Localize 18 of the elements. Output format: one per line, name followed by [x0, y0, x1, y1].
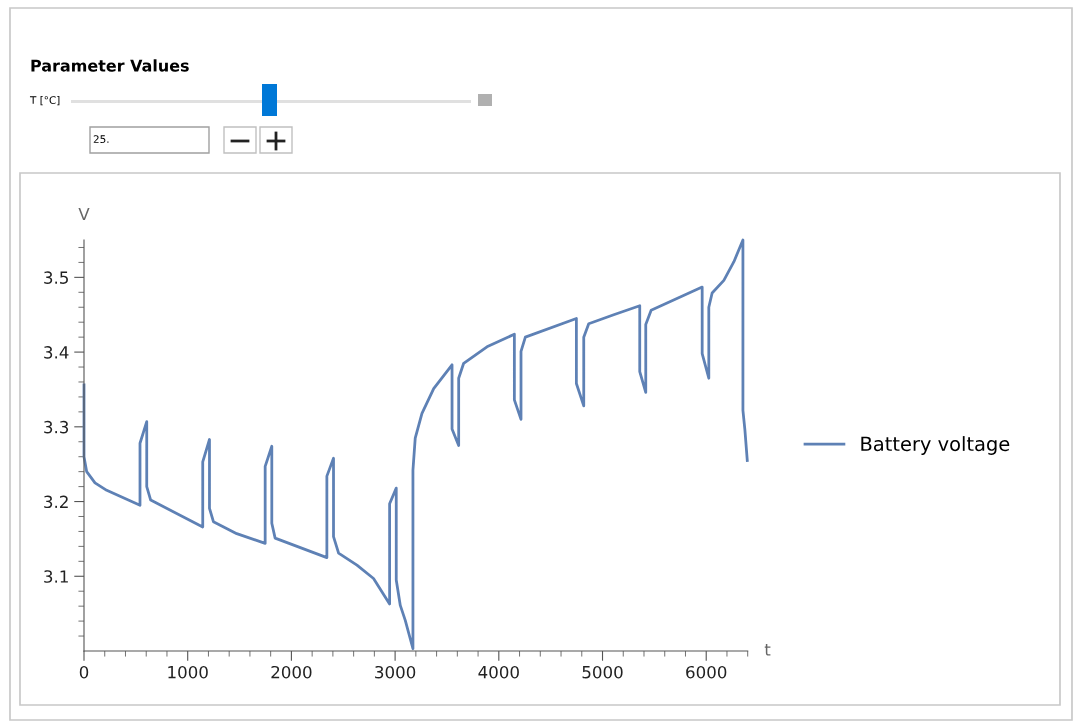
y-tick-label: 3.2: [44, 495, 68, 509]
text: 25.: [93, 135, 109, 144]
chart-title: Parameter Values: [31, 59, 189, 72]
x-tick-label: 4000: [478, 665, 519, 679]
x-tick-label: 0: [79, 665, 89, 679]
text: T [°C]: [29, 95, 60, 106]
x-tick-label: 3000: [375, 665, 416, 679]
legend-label: Battery voltage: [861, 436, 1010, 455]
y-tick-label: 3.3: [44, 420, 69, 434]
y-axis-title: V: [78, 207, 90, 221]
x-tick-label: 5000: [582, 665, 623, 679]
x-tick-label: 1000: [168, 665, 208, 679]
x-tick-label: 6000: [686, 665, 727, 679]
x-axis-title: t: [764, 643, 771, 656]
y-tick-label: 3.4: [44, 346, 69, 359]
y-tick-label: 3.1: [44, 570, 68, 583]
y-tick-label: 3.5: [44, 271, 68, 284]
x-tick-label: 2000: [271, 665, 312, 679]
